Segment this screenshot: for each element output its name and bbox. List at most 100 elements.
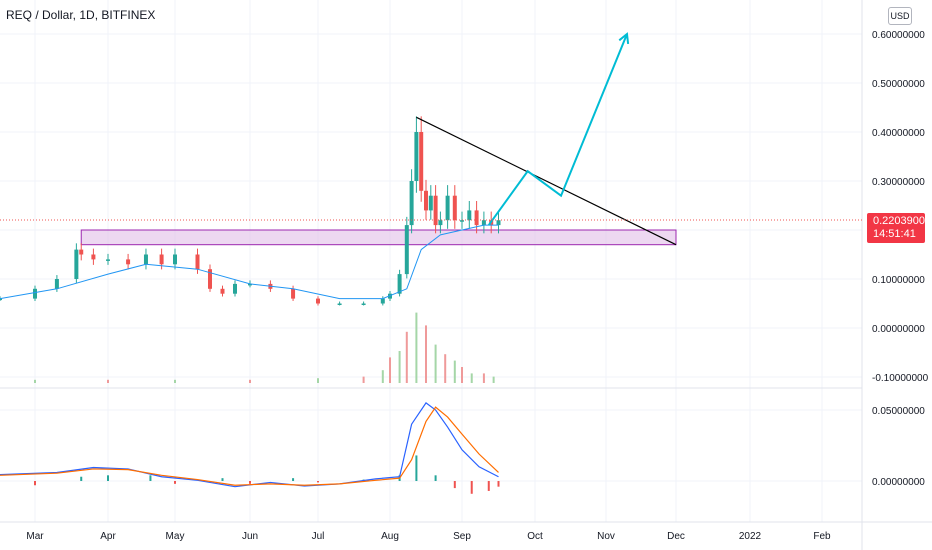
macd-histogram-bar: [317, 481, 319, 483]
macd-histogram-bar: [34, 481, 36, 486]
macd-histogram-bar: [470, 481, 473, 494]
macd-tick-label: 0.05000000: [872, 406, 925, 417]
candle-body: [208, 269, 212, 289]
price-tick-label: 0.40000000: [872, 128, 925, 139]
volume-bar: [425, 325, 427, 383]
candle-body: [0, 298, 2, 301]
price-tick-label: 0.60000000: [872, 30, 925, 41]
countdown-timer: 14:51:41: [873, 228, 916, 240]
macd-histogram-bar: [80, 476, 83, 481]
candle-body: [481, 220, 486, 226]
macd-histogram-bar: [174, 481, 176, 484]
candle-body: [291, 288, 296, 299]
macd-panel: [0, 402, 500, 494]
axes: 0.60000000 0.50000000 0.40000000 0.30000000…: [26, 30, 928, 542]
candle-body: [173, 254, 177, 265]
chart-title: REQ / Dollar, 1D, BITFINEX: [6, 8, 156, 22]
candle-body: [143, 254, 148, 265]
volume-bar: [482, 373, 485, 383]
price-tick-label: -0.10000000: [872, 373, 929, 384]
volume-bar: [398, 351, 401, 383]
volume-bar: [317, 378, 319, 383]
price-tick-label: 0.30000000: [872, 177, 925, 188]
volume-bar: [470, 373, 473, 383]
volume-bar: [461, 367, 463, 383]
time-tick-label: Dec: [667, 531, 685, 542]
macd-histogram-bar: [453, 481, 456, 489]
candle-body: [79, 249, 84, 255]
price-tick-label: 0.50000000: [872, 79, 925, 90]
time-tick-label: Apr: [100, 531, 116, 542]
volume-bar: [249, 379, 251, 383]
macd-histogram-bar: [107, 475, 109, 481]
candle-body: [428, 195, 433, 211]
projection-path: [487, 33, 628, 226]
candle-body: [106, 259, 110, 261]
candle-body: [316, 298, 320, 304]
candle-body: [195, 254, 200, 270]
candle-body: [433, 195, 438, 226]
time-tick-label: Jul: [312, 531, 325, 542]
volume-bar: [34, 379, 36, 383]
volume-bar: [389, 357, 391, 383]
volume-bar: [492, 376, 495, 383]
projection-arrowhead: [618, 32, 630, 45]
time-tick-label: Aug: [381, 531, 399, 542]
candle-body: [452, 195, 457, 221]
price-tick-label: 0.00000000: [872, 324, 925, 335]
trendline: [416, 116, 677, 246]
time-tick-label: 2022: [739, 531, 762, 542]
volume-bar: [444, 354, 447, 383]
time-tick-label: Feb: [813, 531, 831, 542]
candle-body: [74, 249, 79, 279]
volume-bar: [453, 360, 456, 383]
support-zone-rect: [80, 229, 677, 246]
candle-body: [54, 279, 59, 289]
volume-bar: [434, 344, 437, 383]
candle-body: [467, 210, 472, 221]
volume-bar: [381, 370, 384, 383]
candle-body: [409, 181, 414, 226]
candlestick-series: [0, 116, 501, 306]
signal-line: [0, 406, 499, 486]
macd-histogram-bar: [249, 481, 251, 484]
candle-body: [233, 283, 237, 294]
macd-tick-label: 0.00000000: [872, 477, 925, 488]
macd-histogram-bar: [292, 478, 295, 481]
candle-body: [438, 220, 443, 226]
candle-body: [248, 283, 252, 286]
currency-button[interactable]: USD: [888, 7, 912, 25]
volume-bar: [405, 331, 408, 383]
candle-body: [460, 220, 464, 222]
candle-body: [220, 288, 225, 294]
last-price-value: 0.22039000: [873, 215, 932, 227]
candle-body: [424, 190, 428, 211]
macd-histogram-bar: [149, 475, 152, 481]
candle-body: [361, 303, 366, 305]
time-tick-label: Jun: [242, 531, 258, 542]
support-zone[interactable]: [80, 229, 677, 246]
candle-body: [91, 254, 96, 260]
volume-bar: [362, 376, 365, 383]
time-tick-label: Mar: [26, 531, 44, 542]
macd-histogram-bar: [415, 455, 418, 481]
macd-line: [0, 402, 499, 488]
volume-bar: [415, 312, 418, 383]
candle-body: [33, 288, 37, 299]
time-tick-label: Sep: [453, 531, 471, 542]
candle-body: [337, 303, 342, 305]
volume-bars: [34, 312, 495, 383]
time-tick-label: Nov: [597, 531, 615, 542]
time-tick-label: May: [166, 531, 185, 542]
candle-body: [445, 195, 450, 221]
candle-body: [380, 298, 385, 304]
macd-histogram-bar: [221, 478, 224, 481]
time-tick-label: Oct: [527, 531, 543, 542]
macd-histogram-bar: [487, 481, 490, 491]
volume-bar: [107, 379, 109, 383]
macd-histogram-bar: [497, 481, 500, 487]
last-price-tag: 0.22039000 14:51:41: [867, 213, 932, 243]
candle-body: [397, 274, 402, 294]
chart-overlays: [0, 32, 862, 300]
